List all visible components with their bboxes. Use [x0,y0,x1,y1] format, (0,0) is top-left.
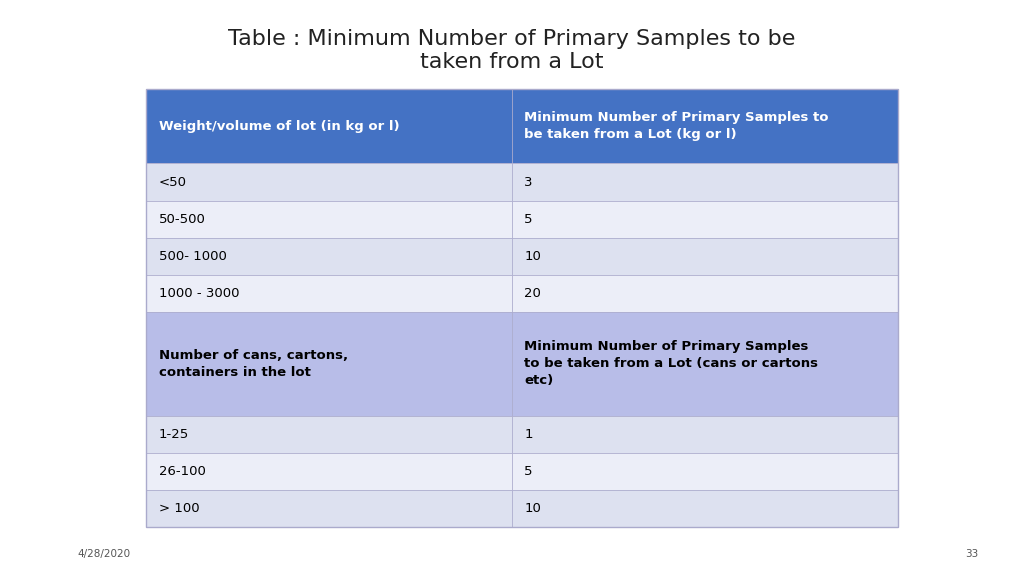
Bar [146,453,512,490]
Bar [146,312,512,416]
Bar [146,416,512,453]
Bar [146,200,512,238]
Bar [512,238,898,275]
Text: 1: 1 [524,428,532,441]
Bar [146,238,512,275]
Text: 50-500: 50-500 [159,213,206,226]
Text: 4/28/2020: 4/28/2020 [78,549,131,559]
Text: 5: 5 [524,213,532,226]
Text: Table : Minimum Number of Primary Samples to be
taken from a Lot: Table : Minimum Number of Primary Sample… [228,29,796,72]
Text: Minimum Number of Primary Samples to
be taken from a Lot (kg or l): Minimum Number of Primary Samples to be … [524,111,828,141]
Text: 1000 - 3000: 1000 - 3000 [159,287,240,300]
Bar [512,312,898,416]
Bar [146,490,512,527]
Text: 500- 1000: 500- 1000 [159,250,226,263]
Text: Number of cans, cartons,
containers in the lot: Number of cans, cartons, containers in t… [159,349,348,379]
Text: 10: 10 [524,250,541,263]
Bar [512,416,898,453]
Text: 20: 20 [524,287,541,300]
Bar [146,89,898,527]
Text: > 100: > 100 [159,502,200,515]
Text: 10: 10 [524,502,541,515]
Text: Weight/volume of lot (in kg or l): Weight/volume of lot (in kg or l) [159,120,399,133]
Bar [146,89,512,164]
Text: 26-100: 26-100 [159,465,206,478]
Text: 3: 3 [524,176,532,188]
Text: <50: <50 [159,176,186,188]
Bar [146,164,512,200]
Bar [512,453,898,490]
Text: Minimum Number of Primary Samples
to be taken from a Lot (cans or cartons
etc): Minimum Number of Primary Samples to be … [524,340,818,387]
Text: 1-25: 1-25 [159,428,189,441]
Bar [512,89,898,164]
Bar [512,200,898,238]
Bar [512,275,898,312]
Text: 5: 5 [524,465,532,478]
Text: 33: 33 [965,549,978,559]
Bar [146,275,512,312]
Bar [512,490,898,527]
Bar [512,164,898,200]
